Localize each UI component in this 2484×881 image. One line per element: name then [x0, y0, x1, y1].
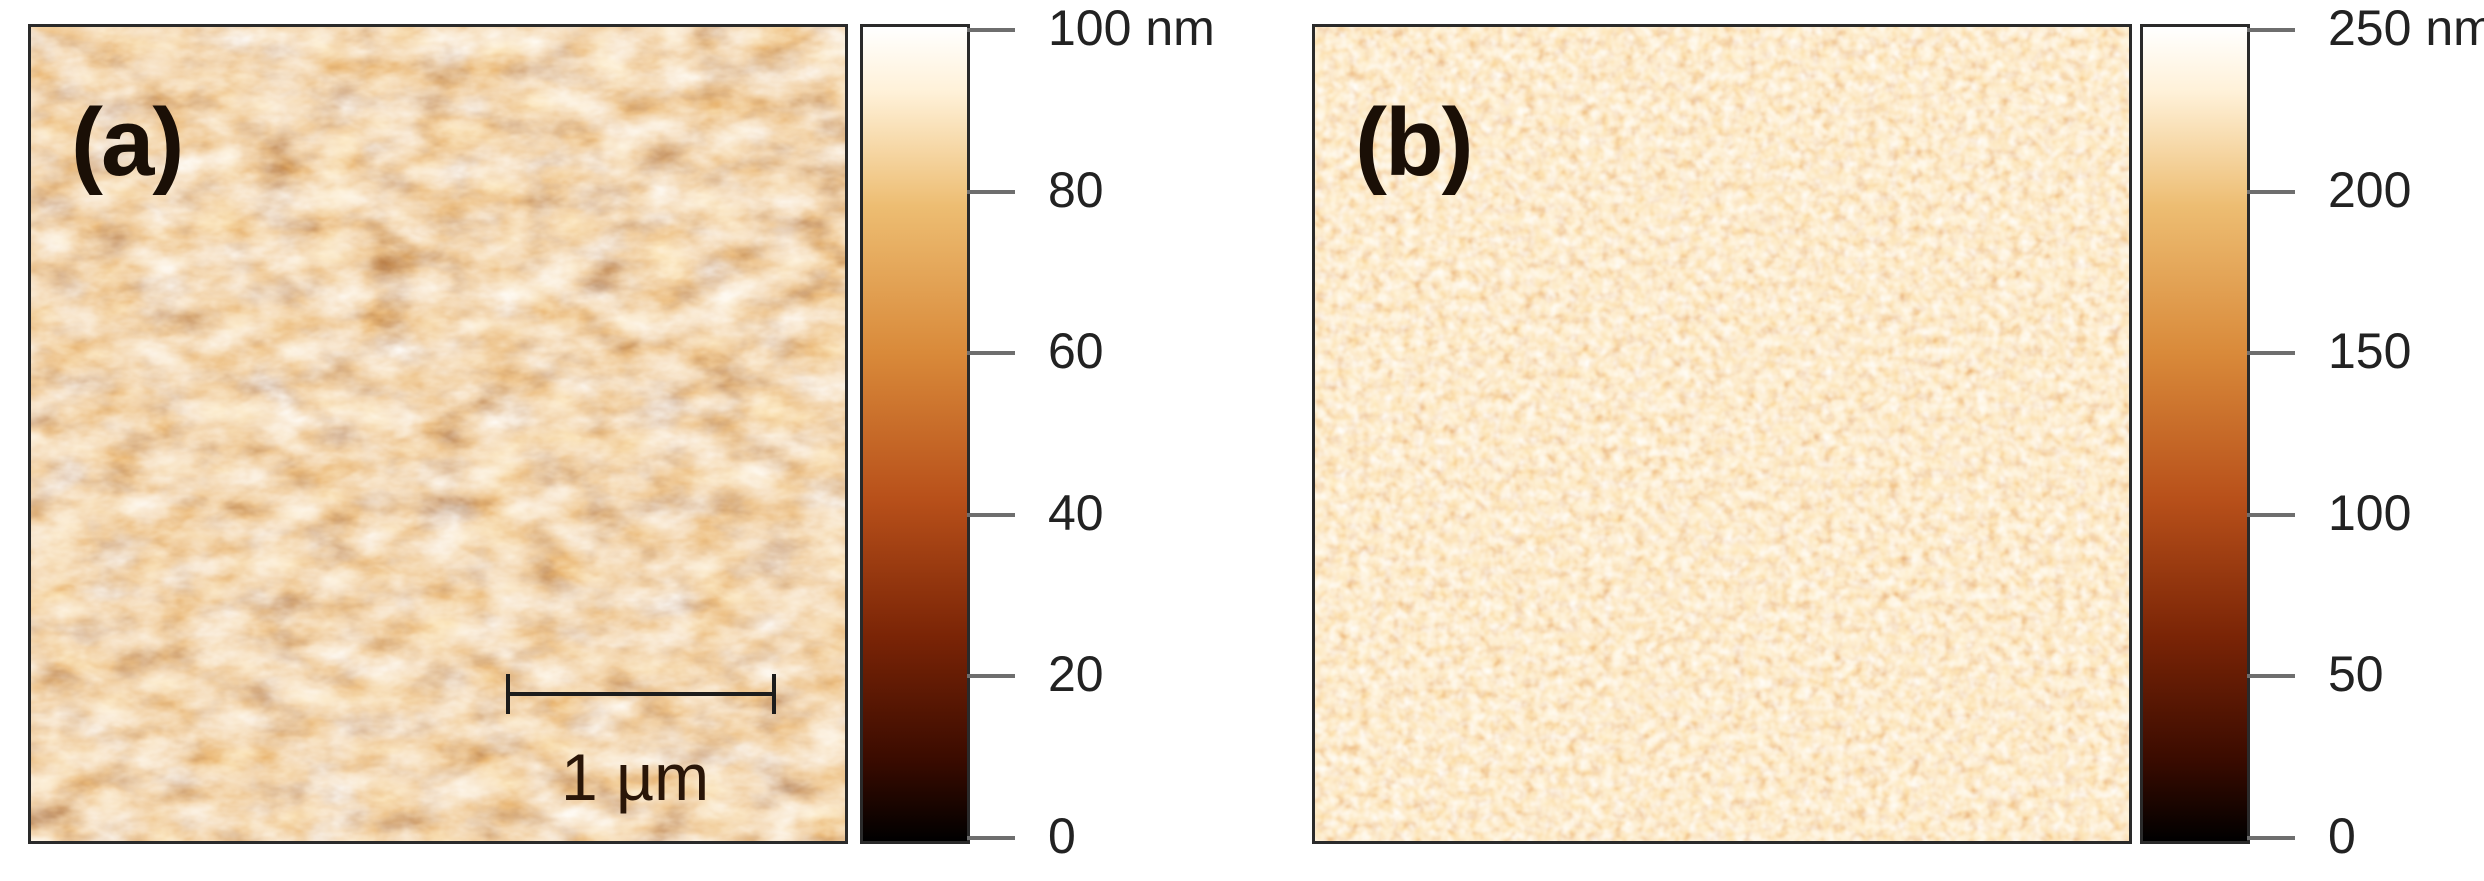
colorbar-tick-label-b-3: 150 [2328, 323, 2412, 380]
afm-image-b: (b) [1312, 24, 2132, 844]
colorbar-tick-label-a-3: 60 [1048, 323, 1104, 380]
colorbar-tick-b-5 [2247, 28, 2295, 32]
afm-texture-b [1315, 27, 2129, 841]
colorbar-tick-b-3 [2247, 351, 2295, 356]
colorbar-tick-a-2 [967, 512, 1015, 517]
colorbar-tick-b-1 [2247, 674, 2295, 679]
colorbar-tick-label-b-0: 0 [2328, 808, 2356, 864]
colorbar-tick-label-b-2: 100 [2328, 484, 2412, 541]
colorbar-tick-label-b-5: 250 nm [2328, 0, 2484, 56]
colorbar-tick-label-b-1: 50 [2328, 646, 2384, 703]
panel-label-b: (b) [1355, 89, 1474, 196]
colorbar-tick-a-0 [967, 836, 1015, 840]
colorbar-tick-a-5 [967, 28, 1015, 32]
colorbar-tick-label-a-2: 40 [1048, 484, 1104, 541]
colorbar-tick-label-a-1: 20 [1048, 646, 1104, 703]
colorbar-tick-label-b-4: 200 [2328, 161, 2412, 218]
colorbar-tick-label-a-0: 0 [1048, 808, 1076, 864]
colorbar-gradient-b [2143, 27, 2247, 841]
colorbar-a [860, 24, 970, 844]
afm-texture-a [31, 27, 845, 841]
afm-image-a: (a) 1 µm [28, 24, 848, 844]
colorbar-gradient-a [863, 27, 967, 841]
colorbar-tick-a-1 [967, 674, 1015, 679]
panel-label-a: (a) [71, 89, 184, 196]
scale-bar-label: 1 µm [561, 740, 710, 814]
scale-bar [506, 670, 776, 714]
colorbar-tick-b-2 [2247, 512, 2295, 517]
colorbar-tick-a-3 [967, 351, 1015, 356]
colorbar-tick-label-a-5: 100 nm [1048, 0, 1215, 56]
colorbar-tick-label-a-4: 80 [1048, 161, 1104, 218]
colorbar-tick-b-0 [2247, 836, 2295, 840]
colorbar-tick-b-4 [2247, 189, 2295, 194]
colorbar-tick-a-4 [967, 189, 1015, 194]
colorbar-b [2140, 24, 2250, 844]
